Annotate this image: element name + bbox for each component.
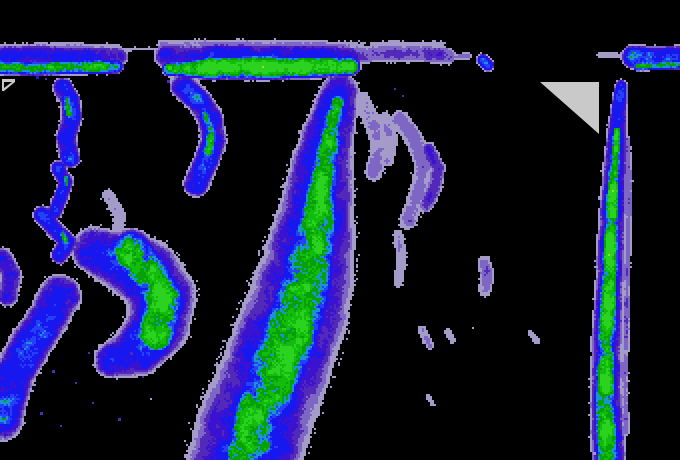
radar-reflectivity-canvas	[0, 0, 680, 460]
radar-viewport	[0, 0, 680, 460]
